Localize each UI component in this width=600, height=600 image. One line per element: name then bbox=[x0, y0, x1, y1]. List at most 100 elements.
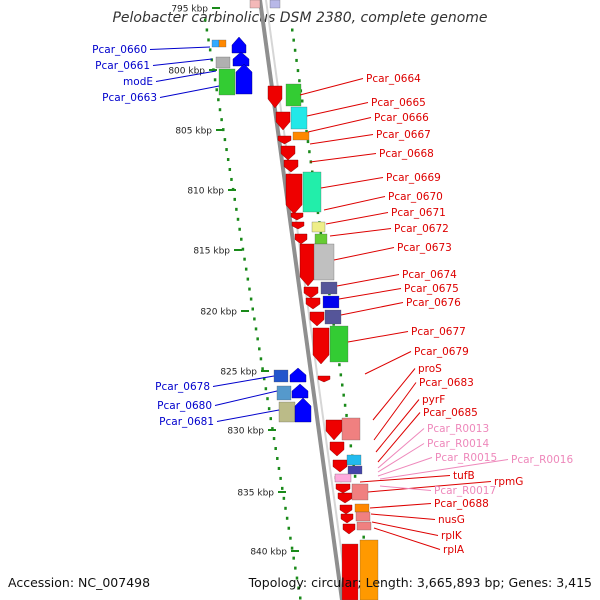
tick-track-dot bbox=[271, 427, 274, 431]
tick-track-dot bbox=[306, 140, 310, 144]
tick-track-dot bbox=[293, 48, 297, 52]
tick-track-dot bbox=[291, 28, 294, 32]
gene-color-box bbox=[276, 385, 292, 401]
tick-track-dot bbox=[259, 357, 263, 361]
forward-gene-arrow bbox=[335, 483, 351, 494]
leader-line bbox=[325, 212, 389, 225]
tick-track-dot bbox=[266, 397, 269, 401]
tick-track-dot bbox=[204, 18, 207, 22]
tick-track-dot bbox=[238, 227, 241, 231]
leader-line bbox=[307, 117, 372, 133]
tick-track-dot bbox=[207, 38, 210, 42]
tick-track-dot bbox=[256, 337, 259, 341]
forward-gene-label-pcar-0670: Pcar_0670 bbox=[388, 191, 443, 203]
forward-gene-label-rplk: rplK bbox=[441, 530, 463, 542]
forward-gene-label-pcar-0675: Pcar_0675 bbox=[404, 283, 459, 295]
leaders-layer bbox=[149, 46, 509, 550]
tick-track-dot bbox=[298, 79, 301, 83]
forward-gene-arrow bbox=[280, 145, 296, 161]
leader-line bbox=[371, 521, 439, 536]
gene-color-box bbox=[322, 295, 340, 309]
forward-gene-arrow bbox=[337, 492, 353, 504]
forward-gene-arrow bbox=[291, 221, 305, 230]
tick-track-dot bbox=[215, 88, 218, 92]
tick-track-dot bbox=[279, 476, 282, 480]
forward-gene-arrow bbox=[294, 233, 308, 245]
leader-line bbox=[323, 196, 386, 211]
tick-track-dot bbox=[299, 596, 302, 600]
forward-gene-arrow bbox=[283, 159, 299, 173]
leader-line bbox=[320, 177, 384, 189]
tick-track-dot bbox=[248, 287, 251, 291]
tick-track-dot bbox=[205, 28, 209, 32]
reverse-gene-label-pcar-0680: Pcar_0680 bbox=[157, 400, 212, 412]
kbp-tick-label: 840 kbp bbox=[250, 548, 287, 558]
tick-track-dot bbox=[301, 99, 304, 103]
tick-track-dot bbox=[292, 556, 295, 560]
leader-line bbox=[309, 134, 374, 145]
forward-gene-label-pcar-0685: Pcar_0685 bbox=[423, 407, 478, 419]
tick-track-dot bbox=[295, 576, 299, 580]
tick-track-dot bbox=[349, 444, 353, 448]
rna-gene-label-pcar-r0017: Pcar_R0017 bbox=[434, 485, 496, 497]
kbp-tick-label: 825 kbp bbox=[220, 368, 257, 378]
gene-color-box bbox=[356, 521, 372, 531]
genome-stats-label: Topology: circular; Length: 3,665,893 bp… bbox=[248, 575, 592, 590]
leader-line bbox=[379, 459, 509, 480]
tick-track-dot bbox=[230, 177, 233, 181]
tick-track-dot bbox=[285, 516, 289, 520]
tick-track-dot bbox=[297, 586, 300, 590]
forward-gene-arrow bbox=[317, 375, 331, 383]
reverse-gene-arrow bbox=[291, 383, 309, 399]
forward-gene-label-pcar-0674: Pcar_0674 bbox=[402, 269, 457, 281]
reverse-gene-arrow bbox=[232, 51, 250, 67]
rna-gene-label-pcar-r0013: Pcar_R0013 bbox=[427, 423, 489, 435]
tick-track-dot bbox=[295, 58, 298, 62]
tick-track-dot bbox=[338, 363, 341, 367]
reverse-gene-label-pcar-0660: Pcar_0660 bbox=[92, 44, 147, 56]
forward-gene-arrow bbox=[285, 173, 303, 215]
gene-color-box bbox=[341, 417, 361, 441]
tick-track-dot bbox=[236, 217, 240, 221]
tick-track-dot bbox=[246, 277, 250, 281]
forward-gene-arrow bbox=[305, 297, 321, 310]
gene-color-box bbox=[354, 503, 370, 513]
gene-color-box bbox=[313, 243, 335, 281]
reverse-gene-label-pcar-0678: Pcar_0678 bbox=[155, 381, 210, 393]
leader-line bbox=[336, 274, 400, 287]
forward-gene-label-pcar-0688: Pcar_0688 bbox=[434, 498, 489, 510]
tick-track-dot bbox=[226, 158, 230, 162]
leader-line bbox=[306, 102, 369, 117]
reverse-gene-arrow bbox=[289, 367, 307, 383]
leader-line bbox=[377, 412, 421, 463]
tick-track-dot bbox=[240, 237, 243, 241]
forward-gene-label-pcar-0673: Pcar_0673 bbox=[397, 242, 452, 254]
kbp-tick-label: 795 kbp bbox=[171, 5, 208, 15]
gene-color-box bbox=[329, 325, 349, 363]
leader-line bbox=[373, 527, 441, 550]
forward-gene-label-pcar-0664: Pcar_0664 bbox=[366, 73, 421, 85]
leader-line bbox=[329, 228, 392, 237]
tick-track-dot bbox=[280, 486, 284, 490]
leader-line bbox=[299, 78, 364, 96]
leader-line bbox=[373, 382, 417, 441]
tick-track-dot bbox=[272, 437, 276, 441]
leader-line bbox=[377, 443, 425, 473]
forward-gene-arrow bbox=[332, 459, 348, 473]
gene-color-box bbox=[311, 221, 326, 233]
tick-track-dot bbox=[264, 387, 268, 391]
gene-color-box bbox=[273, 369, 289, 383]
tick-track-dot bbox=[223, 138, 227, 142]
gene-color-box bbox=[351, 483, 369, 501]
leader-line bbox=[379, 485, 432, 491]
tick-track-dot bbox=[217, 98, 220, 102]
gene-color-box bbox=[285, 83, 302, 107]
gene-color-box bbox=[211, 39, 220, 48]
forward-gene-label-pcar-0676: Pcar_0676 bbox=[406, 297, 461, 309]
gene-color-box bbox=[359, 539, 379, 600]
gene-color-box bbox=[290, 106, 308, 130]
leader-line bbox=[155, 70, 217, 82]
leader-line bbox=[159, 85, 220, 98]
